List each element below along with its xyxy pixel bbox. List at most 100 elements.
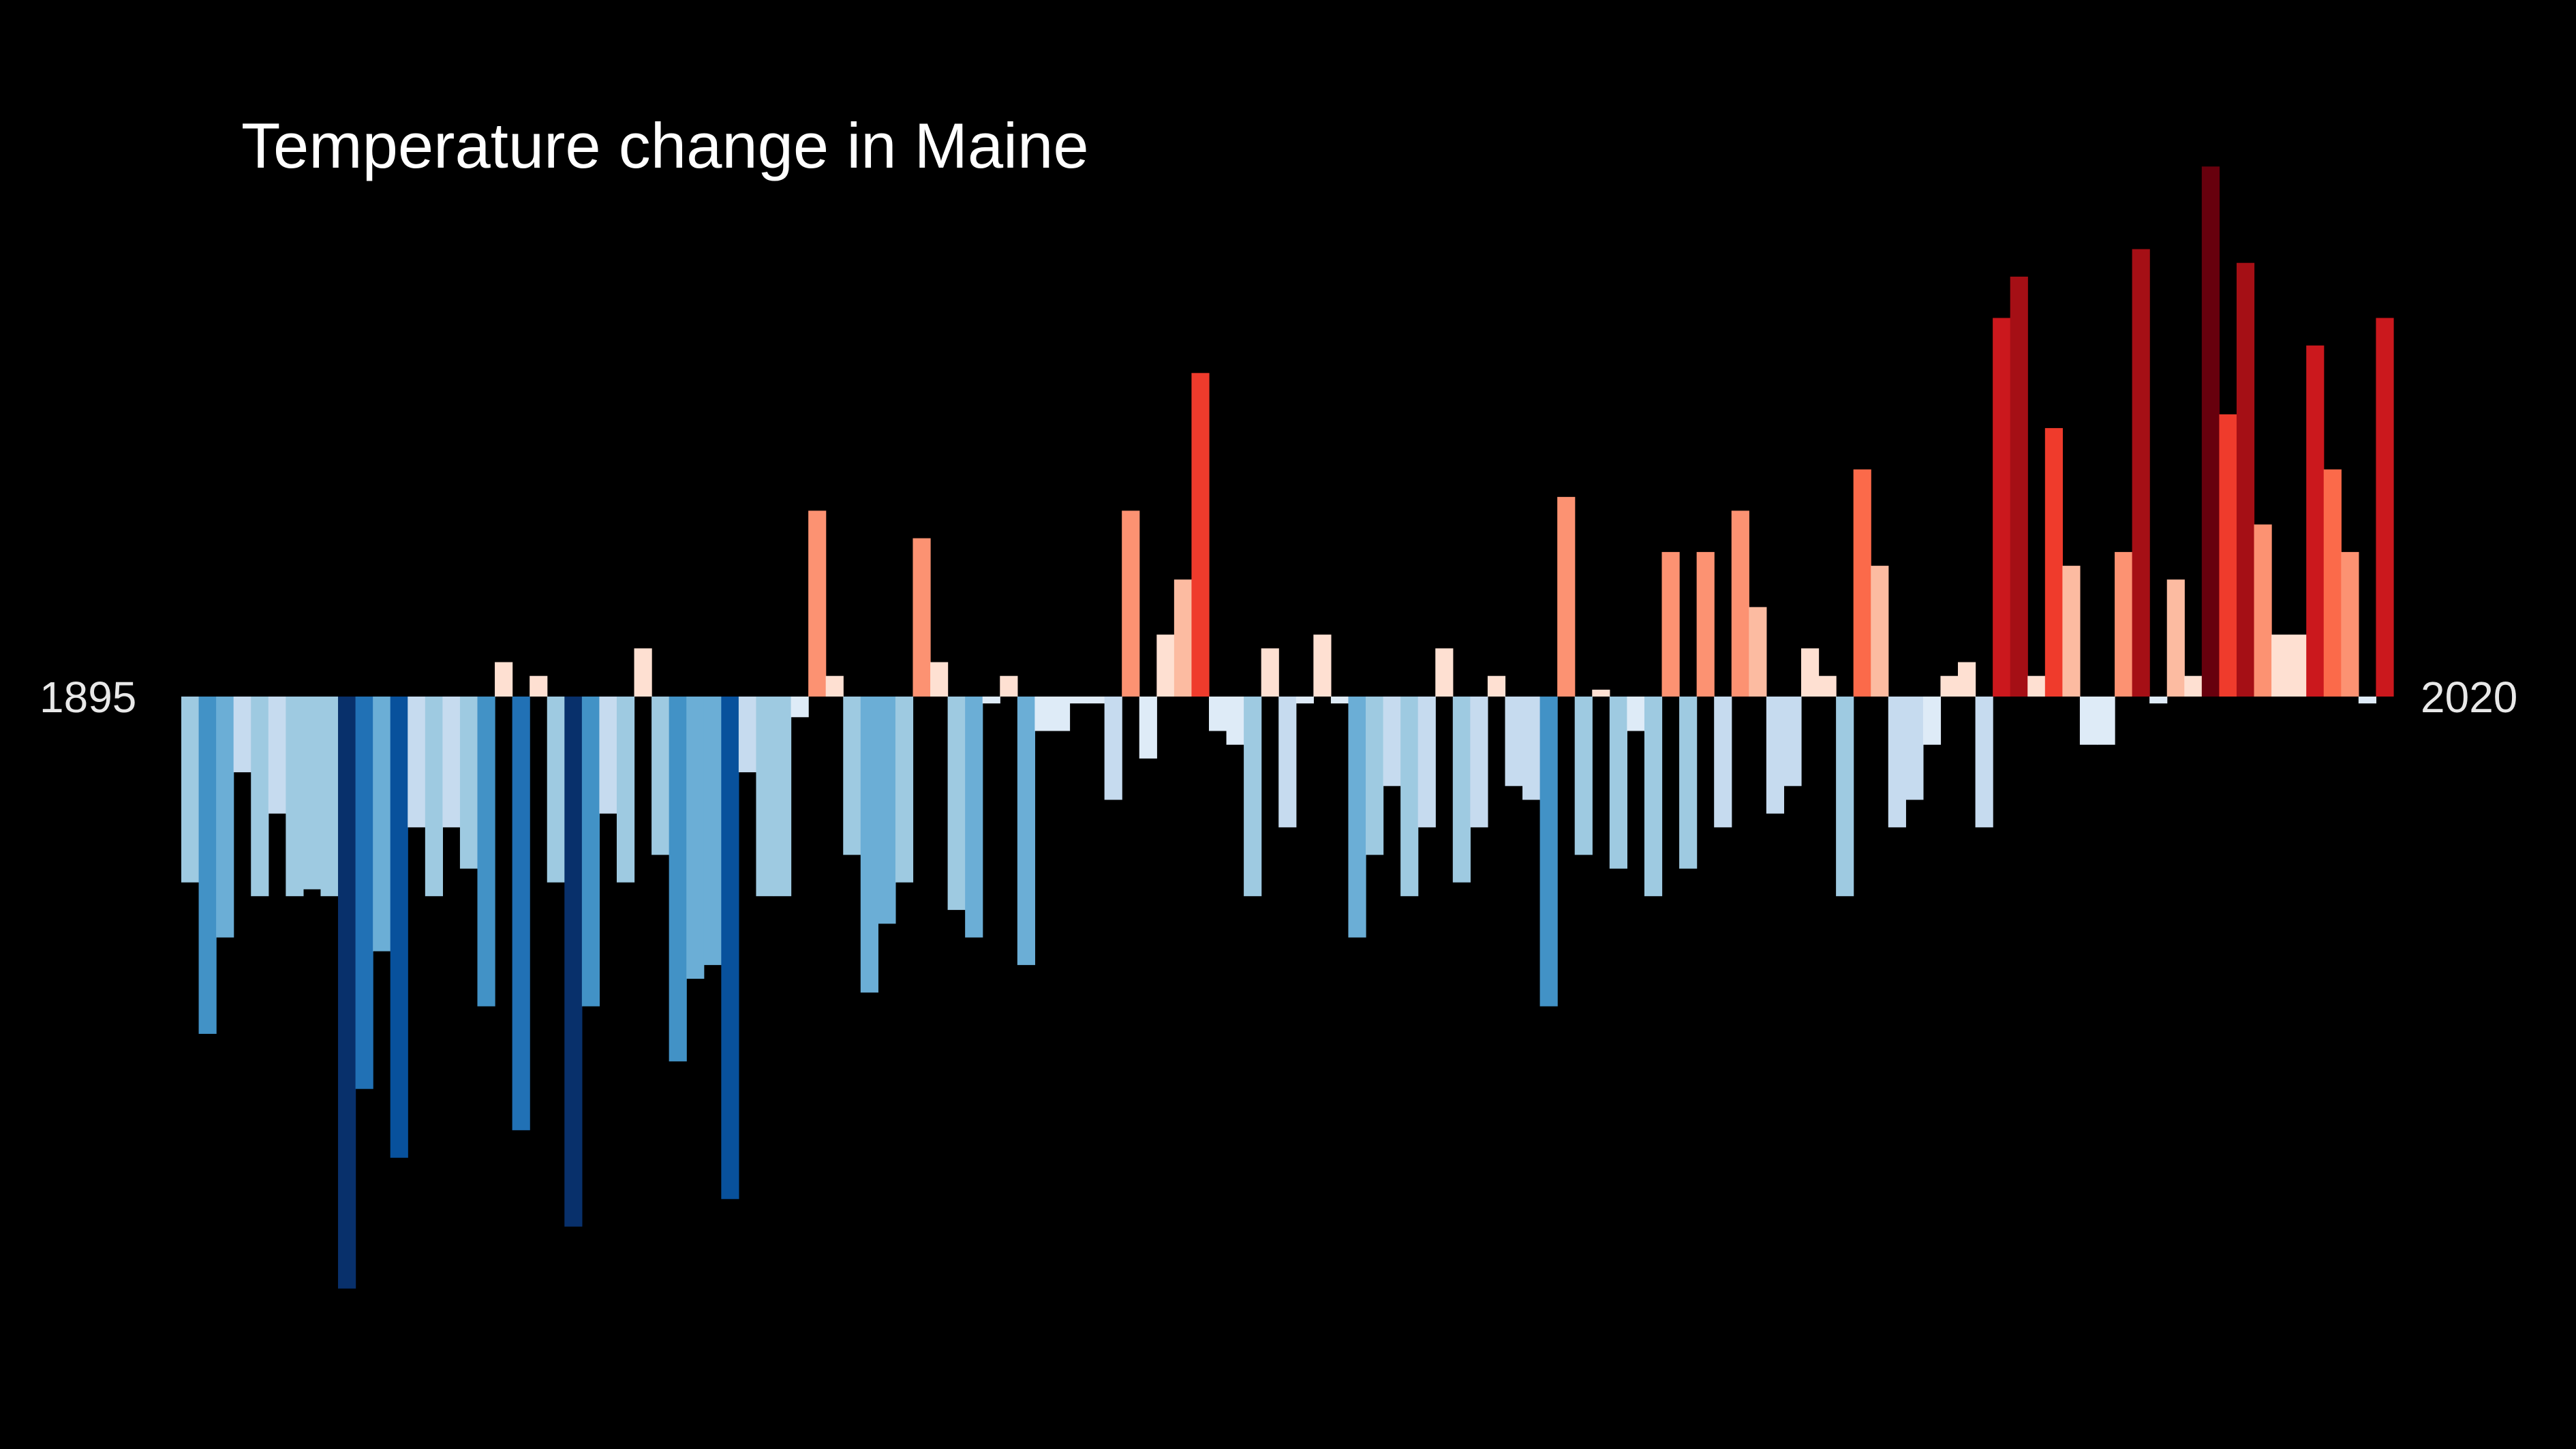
bar-1969 [1470, 697, 1488, 827]
bar-1921 [634, 648, 652, 697]
bar-2012 [2219, 414, 2237, 697]
bar-1936 [895, 697, 914, 883]
bar-1999 [1993, 318, 2011, 697]
bar-2015 [2271, 635, 2290, 697]
bar-1932 [825, 675, 844, 697]
bar-1923 [669, 697, 687, 1062]
bar-1975 [1574, 697, 1593, 855]
bar-1937 [913, 538, 931, 697]
bar-1971 [1505, 697, 1523, 787]
bar-1959 [1295, 697, 1314, 704]
bar-1981 [1679, 697, 1698, 869]
bar-1951 [1156, 635, 1175, 697]
bar-1946 [1069, 697, 1088, 704]
bar-1902 [303, 697, 322, 889]
bar-2006 [2115, 551, 2133, 697]
bar-1956 [1244, 697, 1262, 896]
bar-1967 [1435, 648, 1454, 697]
bar-1988 [1800, 648, 1820, 697]
bar-1940 [965, 697, 983, 938]
bar-1916 [547, 697, 565, 883]
end-year-label: 2020 [2421, 673, 2517, 722]
bar-1928 [756, 697, 774, 896]
bar-1895 [181, 697, 200, 883]
bar-1942 [1000, 675, 1018, 697]
bar-1900 [268, 697, 286, 814]
bar-1996 [1940, 675, 1959, 697]
bar-1970 [1487, 675, 1506, 697]
bar-1984 [1731, 510, 1749, 697]
bar-1907 [390, 697, 408, 1158]
bar-2016 [2288, 635, 2307, 697]
bar-1930 [791, 697, 809, 718]
bar-2017 [2306, 345, 2325, 697]
bar-1993 [1888, 697, 1906, 827]
bar-1906 [373, 697, 391, 951]
bar-1958 [1278, 697, 1297, 827]
bar-1990 [1836, 697, 1854, 896]
bar-1944 [1034, 697, 1053, 731]
bar-1973 [1539, 697, 1558, 1007]
bar-1899 [251, 697, 269, 896]
bar-1949 [1122, 510, 1140, 697]
bar-2020 [2358, 697, 2377, 704]
bar-1991 [1853, 469, 1871, 697]
bar-1935 [878, 697, 896, 924]
bar-1925 [703, 697, 722, 965]
bar-1961 [1330, 697, 1349, 704]
bar-1924 [686, 697, 705, 979]
bar-2014 [2254, 524, 2272, 697]
bar-2002 [2044, 428, 2063, 697]
bar-1968 [1452, 697, 1471, 883]
bar-2013 [2236, 262, 2255, 697]
bar-1901 [286, 697, 304, 896]
bar-1976 [1592, 689, 1610, 697]
bar-2008 [2149, 697, 2168, 704]
bar-1933 [843, 697, 861, 855]
bar-1963 [1366, 697, 1384, 855]
bar-2001 [2027, 675, 2046, 697]
bar-2018 [2323, 469, 2342, 697]
bar-1992 [1871, 566, 1889, 697]
bar-1929 [773, 697, 792, 896]
bar-1915 [530, 675, 548, 697]
bar-1966 [1417, 697, 1436, 827]
bar-1914 [512, 697, 530, 1131]
bar-1947 [1087, 697, 1105, 704]
bar-1912 [477, 697, 495, 1007]
bar-1978 [1627, 697, 1645, 731]
bar-1986 [1766, 697, 1785, 814]
bar-1913 [495, 662, 513, 697]
bar-2010 [2184, 675, 2203, 697]
bar-2021 [2376, 318, 2394, 697]
bar-1922 [651, 697, 670, 855]
bar-1934 [860, 697, 878, 993]
bar-1980 [1661, 551, 1680, 697]
bar-1977 [1609, 697, 1627, 869]
bar-2003 [2062, 566, 2081, 697]
bar-1948 [1104, 697, 1122, 800]
start-year-label: 1895 [40, 673, 136, 722]
bar-1972 [1522, 697, 1541, 800]
bar-2019 [2341, 551, 2359, 697]
bar-1941 [982, 697, 1000, 704]
bar-1920 [616, 697, 635, 883]
bar-1982 [1696, 551, 1715, 697]
bar-1950 [1139, 697, 1157, 759]
bar-1898 [233, 697, 251, 773]
bar-1964 [1383, 697, 1401, 787]
bar-1979 [1644, 697, 1663, 896]
bar-1997 [1958, 662, 1976, 697]
bar-1962 [1348, 697, 1366, 938]
bar-1953 [1191, 373, 1210, 697]
bar-2004 [2079, 697, 2098, 745]
bar-1952 [1174, 579, 1193, 697]
bar-2000 [2010, 276, 2028, 697]
bar-1897 [216, 697, 234, 938]
bar-1918 [581, 697, 600, 1007]
bar-1905 [355, 697, 373, 1089]
bar-1965 [1400, 697, 1419, 896]
bar-1896 [198, 697, 217, 1034]
bar-1919 [599, 697, 617, 814]
